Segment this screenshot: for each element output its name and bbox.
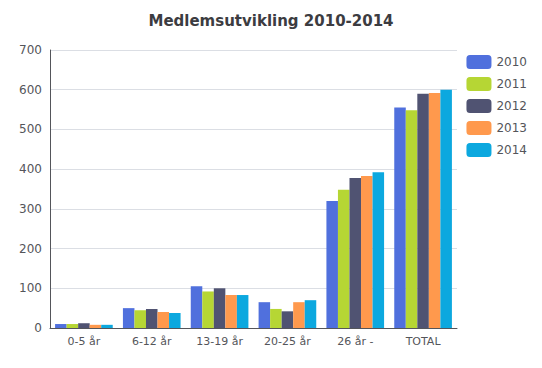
svg-text:2010: 2010 (496, 55, 527, 69)
svg-text:2013: 2013 (496, 121, 527, 135)
svg-text:2014: 2014 (496, 143, 527, 157)
svg-text:0: 0 (34, 321, 42, 335)
svg-text:600: 600 (19, 83, 42, 97)
svg-text:100: 100 (19, 281, 42, 295)
svg-text:13-19 år: 13-19 år (196, 335, 243, 348)
svg-text:0-5 år: 0-5 år (68, 335, 101, 348)
svg-text:500: 500 (19, 122, 42, 136)
svg-text:26 år -: 26 år - (337, 335, 373, 348)
svg-text:TOTAL: TOTAL (405, 335, 442, 348)
svg-text:6-12 år: 6-12 år (132, 335, 172, 348)
svg-text:300: 300 (19, 202, 42, 216)
svg-text:20-25 år: 20-25 år (264, 335, 311, 348)
svg-text:2011: 2011 (496, 77, 527, 91)
svg-text:400: 400 (19, 162, 42, 176)
svg-text:2012: 2012 (496, 99, 527, 113)
svg-text:700: 700 (19, 43, 42, 57)
svg-text:Medlemsutvikling 2010-2014: Medlemsutvikling 2010-2014 (148, 12, 393, 30)
svg-text:200: 200 (19, 242, 42, 256)
